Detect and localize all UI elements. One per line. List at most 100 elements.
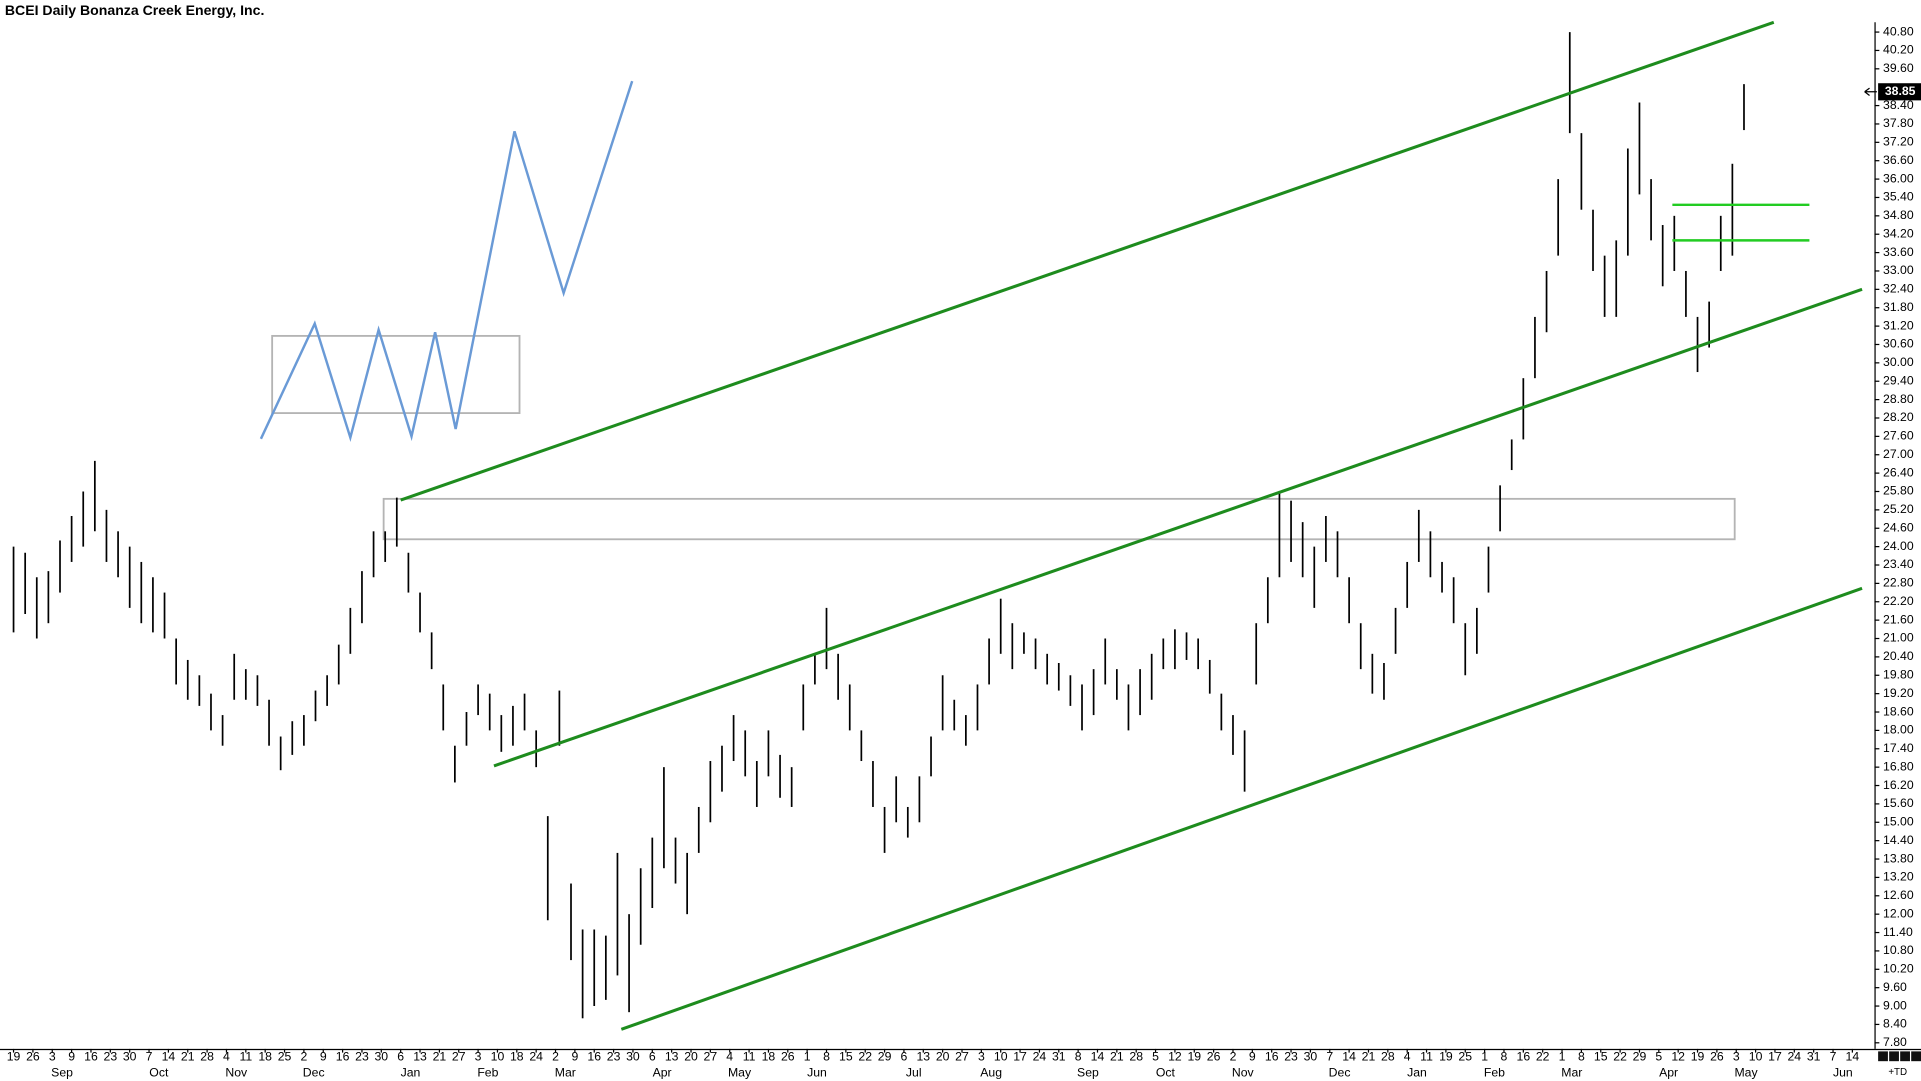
month-label: Jul [906, 1066, 922, 1080]
y-tick-label: 13.20 [1883, 870, 1914, 884]
x-tick-label: 7 [1326, 1050, 1333, 1064]
y-tick-label: 24.60 [1883, 520, 1914, 534]
month-label: Mar [1561, 1066, 1582, 1080]
x-tick-label: 16 [1517, 1050, 1531, 1064]
toolbar-icon[interactable] [1911, 1051, 1921, 1062]
toolbar-icons[interactable] [1878, 1051, 1921, 1062]
x-tick-label: 25 [278, 1050, 292, 1064]
x-tick-label: 22 [1536, 1050, 1550, 1064]
annotation-box [382, 497, 1736, 541]
x-tick-label: 28 [1129, 1050, 1143, 1064]
y-tick-label: 19.80 [1883, 667, 1914, 681]
trend-line [493, 287, 1863, 768]
x-tick-label: 11 [239, 1050, 252, 1064]
toolbar-icon[interactable] [1889, 1051, 1899, 1062]
x-tick-label: 8 [1578, 1050, 1585, 1064]
month-label: Sep [51, 1066, 73, 1080]
x-tick-label: 17 [1768, 1050, 1782, 1064]
y-tick-label: 9.00 [1883, 998, 1907, 1012]
x-tick-label: 11 [1420, 1050, 1433, 1064]
y-tick-label: 40.20 [1883, 43, 1914, 57]
y-tick-label: 13.80 [1883, 851, 1914, 865]
x-tick-label: 1 [804, 1050, 811, 1064]
x-tick-label: 9 [1249, 1050, 1256, 1064]
x-tick-label: 28 [1381, 1050, 1395, 1064]
x-tick-label: 26 [1207, 1050, 1221, 1064]
x-tick-label: 14 [1342, 1050, 1356, 1064]
toolbar-icon[interactable] [1878, 1051, 1888, 1062]
y-tick-label: 32.40 [1883, 282, 1914, 296]
x-tick-label: 11 [743, 1050, 756, 1064]
month-label: Oct [149, 1066, 169, 1080]
month-label: May [728, 1066, 752, 1080]
x-tick-label: 17 [1013, 1050, 1027, 1064]
x-tick-label: 30 [374, 1050, 388, 1064]
x-tick-label: 4 [223, 1050, 230, 1064]
month-label: Jun [1833, 1066, 1853, 1080]
x-tick-label: 1 [1481, 1050, 1488, 1064]
last-price-box [1878, 83, 1921, 101]
toolbar-icon[interactable] [1900, 1051, 1910, 1062]
x-tick-label: 6 [397, 1050, 404, 1064]
x-tick-label: 26 [1710, 1050, 1724, 1064]
y-tick-label: 39.60 [1883, 61, 1914, 75]
month-label: Mar [555, 1066, 576, 1080]
x-tick-label: 1 [1559, 1050, 1566, 1064]
x-tick-label: 27 [452, 1050, 466, 1064]
y-tick-label: 16.20 [1883, 778, 1914, 792]
x-tick-label: 18 [258, 1050, 272, 1064]
trend-line [259, 80, 634, 443]
y-tick-label: 12.00 [1883, 906, 1914, 920]
month-label: Jan [1407, 1066, 1427, 1080]
month-label: Dec [1329, 1066, 1351, 1080]
chart-title: BCEI Daily Bonanza Creek Energy, Inc. [5, 2, 264, 18]
month-label: Feb [1484, 1066, 1505, 1080]
y-tick-label: 38.40 [1883, 98, 1914, 112]
x-tick-label: 24 [529, 1050, 543, 1064]
y-tick-label: 8.40 [1883, 1017, 1907, 1031]
x-tick-label: 27 [704, 1050, 718, 1064]
y-tick-label: 22.80 [1883, 576, 1914, 590]
x-tick-label: 2 [552, 1050, 559, 1064]
month-label: Jan [401, 1066, 421, 1080]
x-tick-label: 30 [123, 1050, 137, 1064]
y-tick-label: 26.40 [1883, 465, 1914, 479]
y-tick-label: 28.20 [1883, 410, 1914, 424]
x-tick-label: 3 [1733, 1050, 1740, 1064]
x-tick-label: 30 [626, 1050, 640, 1064]
x-tick-label: 7 [1830, 1050, 1837, 1064]
x-tick-label: 21 [181, 1050, 195, 1064]
x-tick-label: 19 [7, 1050, 21, 1064]
y-tick-label: 15.00 [1883, 815, 1914, 829]
y-tick-label: 34.20 [1883, 226, 1914, 240]
x-tick-label: 15 [839, 1050, 853, 1064]
x-tick-label: 3 [978, 1050, 985, 1064]
x-tick-label: 22 [1613, 1050, 1627, 1064]
y-tick-label: 18.60 [1883, 704, 1914, 718]
x-tick-label: 5 [1152, 1050, 1159, 1064]
x-tick-label: 16 [587, 1050, 601, 1064]
x-tick-label: 23 [1284, 1050, 1298, 1064]
month-label: Apr [653, 1066, 672, 1080]
y-tick-label: 17.40 [1883, 741, 1914, 755]
y-tick-label: 14.40 [1883, 833, 1914, 847]
x-tick-label: 14 [1091, 1050, 1105, 1064]
x-tick-label: 13 [916, 1050, 930, 1064]
x-tick-label: 23 [607, 1050, 621, 1064]
x-tick-label: 4 [1404, 1050, 1411, 1064]
x-tick-label: 5 [1655, 1050, 1662, 1064]
y-tick-label: 36.60 [1883, 153, 1914, 167]
x-tick-label: 16 [1265, 1050, 1279, 1064]
y-tick-label: 19.20 [1883, 686, 1914, 700]
x-tick-label: 7 [146, 1050, 153, 1064]
month-label: Dec [303, 1066, 325, 1080]
y-tick-label: 35.40 [1883, 190, 1914, 204]
y-tick-label: 11.40 [1883, 925, 1913, 939]
corner-label: +TD [1888, 1067, 1907, 1078]
x-tick-label: 21 [1362, 1050, 1376, 1064]
x-tick-label: 8 [1075, 1050, 1082, 1064]
x-tick-label: 22 [858, 1050, 872, 1064]
y-tick-label: 37.20 [1883, 135, 1914, 149]
